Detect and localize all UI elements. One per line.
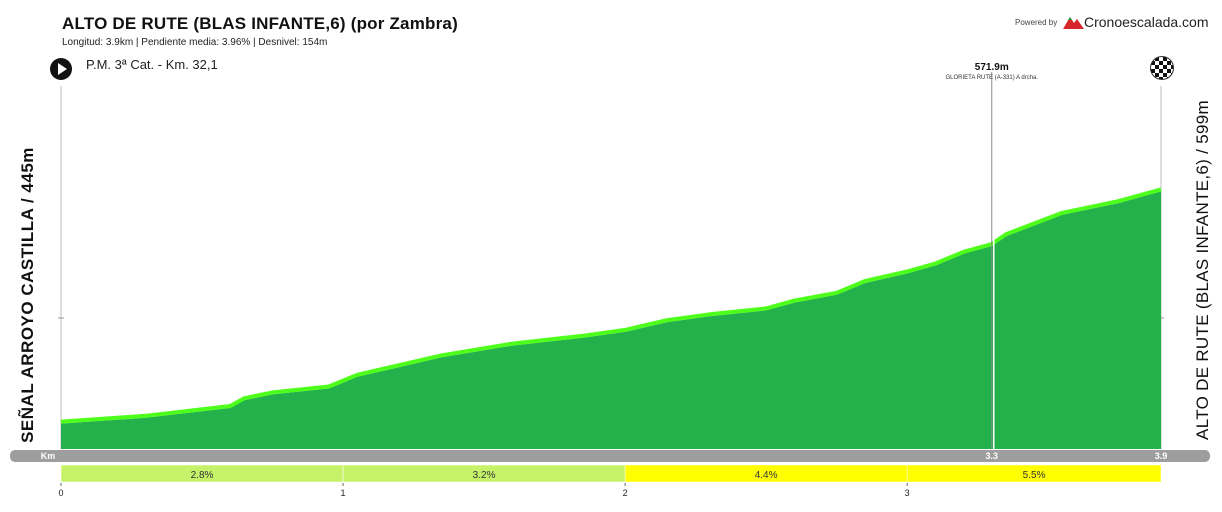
gradient-segment-label: 3.2% [473,470,496,481]
elevation-area [61,191,1161,449]
sprint-label: P.M. 3ª Cat. - Km. 32,1 [86,57,218,72]
elevation-line [60,187,1162,424]
km-bar-label: 3.9 [1155,451,1168,461]
gradient-segment-label: 5.5% [1023,470,1046,481]
km-tick-label: 2 [623,488,628,498]
brand-link[interactable]: Cronoescalada.com [1084,14,1209,30]
powered-by-label: Powered by [1015,18,1058,27]
annotation-label: 571.9m [975,62,1009,73]
km-bar-label: 3.3 [986,451,999,461]
km-bar [10,450,1210,462]
km-bar-label: Km [41,451,56,461]
annotation-sublabel: GLORIETA RUTE (A-331) A drcha. [945,75,1038,81]
km-tick-label: 1 [341,488,346,498]
play-icon[interactable] [50,58,72,80]
gradient-segment-label: 4.4% [755,470,778,481]
chart-subtitle: Longitud: 3.9km | Pendiente media: 3.96%… [62,37,328,48]
checkered-flag-icon [1150,56,1174,80]
km-tick-label: 3 [905,488,910,498]
gradient-segment [906,464,1162,483]
chart-title: ALTO DE RUTE (BLAS INFANTE,6) (por Zambr… [62,14,458,33]
mountain-logo-icon [1063,17,1084,29]
km-tick-label: 0 [58,488,63,498]
gradient-segment-label: 2.8% [191,470,214,481]
